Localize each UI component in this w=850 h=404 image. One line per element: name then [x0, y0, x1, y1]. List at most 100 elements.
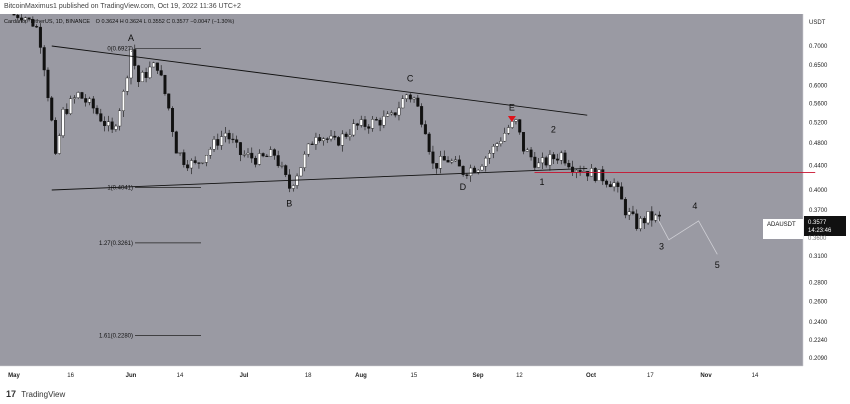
candle-body [427, 133, 431, 153]
candle-body [303, 153, 307, 168]
candle-body [367, 126, 371, 129]
candle-body [257, 153, 261, 165]
currency-label: USDT [809, 20, 826, 26]
candle-body [371, 119, 375, 129]
time-axis: May 16 Jun 14 Jul 18 Aug 15 Sep 12 Oct 17 Nov 14 [8, 373, 759, 379]
candle-body [616, 182, 620, 187]
candle-body [235, 139, 239, 143]
wave-label-3: 3 [659, 241, 664, 251]
time-axis-panel [0, 366, 850, 385]
candle-body [133, 49, 137, 66]
candle-body [208, 149, 212, 156]
time-tick-label: 18 [305, 373, 312, 379]
symbol-legend: Cardano / TetherUS, 1D, BINANCE O 0.3624… [4, 19, 234, 25]
candle-body [159, 70, 163, 76]
candle-body [163, 74, 167, 95]
candle-body [340, 133, 344, 146]
candle-body [393, 112, 397, 116]
candle-body [544, 157, 548, 166]
price-chart[interactable]: 0(0.6927) 1(0.4041) 1.27(0.3261) 1.61(0.228… [0, 14, 850, 385]
candle-body [306, 143, 310, 155]
candle-body [197, 162, 201, 164]
candle-body [54, 120, 58, 154]
candle-body [152, 62, 156, 68]
candle-body [627, 211, 631, 216]
wave-label-4: 4 [692, 201, 697, 211]
wave-label-D: D [460, 182, 467, 192]
candle-body [480, 166, 484, 171]
candle-body [352, 123, 356, 136]
candle-body [514, 119, 518, 122]
candle-body [506, 127, 510, 134]
wave-label-A: A [128, 33, 134, 43]
ticker-box [763, 219, 803, 239]
candle-body [91, 98, 95, 109]
candle-body [223, 132, 227, 137]
candle-body [69, 98, 73, 114]
candle-body [254, 157, 258, 165]
candle-body [416, 97, 420, 107]
candle-body [42, 47, 46, 71]
candle-body [646, 211, 650, 224]
candle-body [476, 169, 480, 173]
candle-body [121, 91, 125, 112]
candle-body [329, 135, 333, 140]
candle-body [567, 162, 571, 168]
candle-body [155, 62, 159, 71]
candle-body [57, 135, 61, 154]
candle-body [295, 175, 299, 186]
wave-label-B: B [286, 199, 292, 209]
candle-body [50, 97, 54, 121]
candle-body [291, 185, 295, 189]
candle-body [438, 156, 442, 169]
candle-body [578, 170, 582, 172]
candle-body [174, 131, 178, 154]
candle-body [623, 198, 627, 216]
tradingview-logo-icon: 17 [6, 389, 17, 399]
candle-body [20, 17, 24, 21]
candle-body [23, 17, 27, 21]
candle-body [288, 174, 292, 189]
candle-body [182, 152, 186, 165]
fib-level-label: 0(0.6927) [107, 47, 133, 53]
candle-body [431, 151, 435, 164]
time-tick-label: Aug [355, 373, 367, 379]
candle-body [374, 119, 378, 121]
candle-body [503, 133, 507, 142]
price-axis: 0.7000 0.6500 0.6000 0.5600 0.5200 0.4800 0.44… [809, 44, 828, 362]
candle-body [31, 19, 35, 27]
candle-body [16, 14, 20, 19]
candle-body [110, 121, 114, 130]
candle-body [608, 184, 612, 188]
attribution-text: BitcoinMaximus1 published on TradingView… [4, 3, 241, 10]
candle-body [559, 152, 563, 161]
candle-body [272, 149, 276, 156]
wave-label-C: C [407, 73, 414, 83]
down-triangle-marker-icon [507, 116, 516, 123]
fib-level-label: 1(0.4041) [107, 185, 133, 191]
price-tick-label: 0.5600 [809, 101, 828, 107]
candle-body [657, 214, 661, 217]
last-price-tag[interactable]: ADAUSDT 0.3577 14:23:46 0.3600 [763, 216, 846, 242]
ticker-label: ADAUSDT [767, 222, 796, 228]
candle-body [189, 160, 193, 169]
candle-body [563, 152, 567, 164]
candle-body [654, 214, 658, 221]
candle-body [491, 146, 495, 154]
candle-body [65, 109, 69, 114]
wave-label-1: 1 [540, 177, 545, 187]
candle-body [38, 26, 42, 48]
attribution-bar: BitcoinMaximus1 published on TradingView… [0, 0, 850, 14]
candle-body [348, 134, 352, 137]
candle-body [650, 211, 654, 221]
candle-body [167, 93, 171, 109]
time-tick-label: Oct [586, 373, 596, 379]
price-box [804, 216, 846, 236]
price-tick-label: 0.2090 [809, 356, 828, 362]
candle-body [148, 66, 152, 78]
bar-countdown: 14:23:46 [808, 228, 832, 234]
candle-body [461, 165, 465, 175]
candle-body [276, 155, 280, 167]
candle-body [537, 162, 541, 168]
candle-body [420, 106, 424, 125]
